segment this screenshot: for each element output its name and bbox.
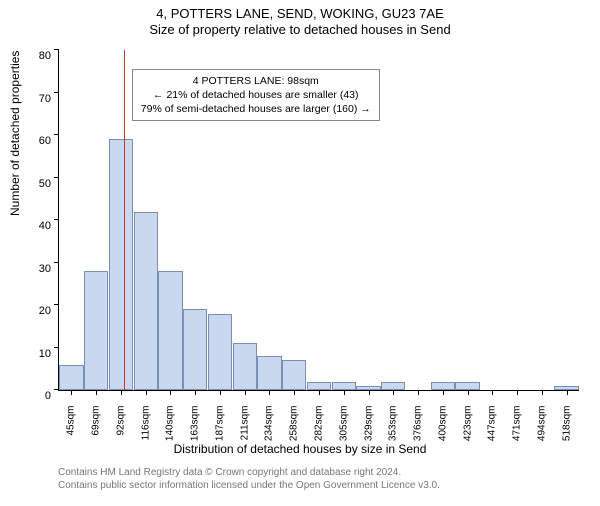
- y-axis-label: Number of detached properties: [8, 51, 22, 216]
- x-tick-mark: [369, 390, 370, 395]
- y-tick-label: 30: [21, 263, 51, 275]
- x-tick-mark: [96, 390, 97, 395]
- histogram-bar: [134, 212, 158, 391]
- x-tick-mark: [121, 390, 122, 395]
- annotation-line: 79% of semi-detached houses are larger (…: [141, 102, 371, 116]
- x-tick-mark: [245, 390, 246, 395]
- footer-attribution: Contains HM Land Registry data © Crown c…: [58, 466, 440, 492]
- annotation-line: 4 POTTERS LANE: 98sqm: [141, 74, 371, 88]
- annotation-line: ← 21% of detached houses are smaller (43…: [141, 88, 371, 102]
- histogram-bar: [431, 382, 455, 391]
- x-tick-mark: [269, 390, 270, 395]
- x-tick-mark: [344, 390, 345, 395]
- y-tick-mark: [54, 262, 59, 263]
- histogram-bar: [282, 360, 306, 390]
- x-tick-mark: [319, 390, 320, 395]
- x-tick-mark: [517, 390, 518, 395]
- y-tick-mark: [54, 347, 59, 348]
- y-tick-label: 40: [21, 220, 51, 232]
- x-tick-mark: [492, 390, 493, 395]
- y-tick-label: 50: [21, 178, 51, 190]
- plot-wrap: 0102030405060708045sqm69sqm92sqm116sqm14…: [58, 50, 578, 390]
- chart-title: 4, POTTERS LANE, SEND, WOKING, GU23 7AE: [0, 6, 600, 21]
- y-tick-mark: [54, 177, 59, 178]
- y-tick-label: 10: [21, 348, 51, 360]
- histogram-bar: [332, 382, 356, 391]
- x-tick-mark: [468, 390, 469, 395]
- y-tick-mark: [54, 219, 59, 220]
- y-tick-mark: [54, 134, 59, 135]
- y-tick-mark: [54, 304, 59, 305]
- histogram-bar: [183, 309, 207, 390]
- histogram-bar: [307, 382, 331, 391]
- x-tick-mark: [220, 390, 221, 395]
- histogram-bar: [257, 356, 281, 390]
- x-tick-mark: [443, 390, 444, 395]
- y-tick-label: 60: [21, 135, 51, 147]
- x-tick-mark: [71, 390, 72, 395]
- histogram-bar: [381, 382, 405, 391]
- x-tick-mark: [542, 390, 543, 395]
- chart-subtitle: Size of property relative to detached ho…: [0, 22, 600, 37]
- histogram-bar: [233, 343, 257, 390]
- x-tick-mark: [567, 390, 568, 395]
- histogram-bar: [208, 314, 232, 391]
- annotation-box: 4 POTTERS LANE: 98sqm← 21% of detached h…: [132, 69, 380, 122]
- y-tick-mark: [54, 49, 59, 50]
- histogram-bar: [59, 365, 83, 391]
- histogram-bar: [109, 139, 133, 390]
- x-tick-mark: [294, 390, 295, 395]
- histogram-bar: [158, 271, 182, 390]
- x-axis-label: Distribution of detached houses by size …: [0, 442, 600, 456]
- histogram-bar: [84, 271, 108, 390]
- x-tick-mark: [418, 390, 419, 395]
- histogram-bar: [455, 382, 479, 391]
- x-tick-mark: [170, 390, 171, 395]
- y-tick-label: 70: [21, 93, 51, 105]
- footer-line-1: Contains HM Land Registry data © Crown c…: [58, 466, 440, 479]
- x-tick-mark: [195, 390, 196, 395]
- y-tick-label: 20: [21, 305, 51, 317]
- y-tick-label: 0: [21, 390, 51, 402]
- x-tick-mark: [393, 390, 394, 395]
- y-tick-label: 80: [21, 50, 51, 62]
- reference-line: [124, 50, 125, 390]
- x-tick-mark: [146, 390, 147, 395]
- plot-area: 0102030405060708045sqm69sqm92sqm116sqm14…: [58, 50, 579, 391]
- footer-line-2: Contains public sector information licen…: [58, 479, 440, 492]
- y-tick-mark: [54, 92, 59, 93]
